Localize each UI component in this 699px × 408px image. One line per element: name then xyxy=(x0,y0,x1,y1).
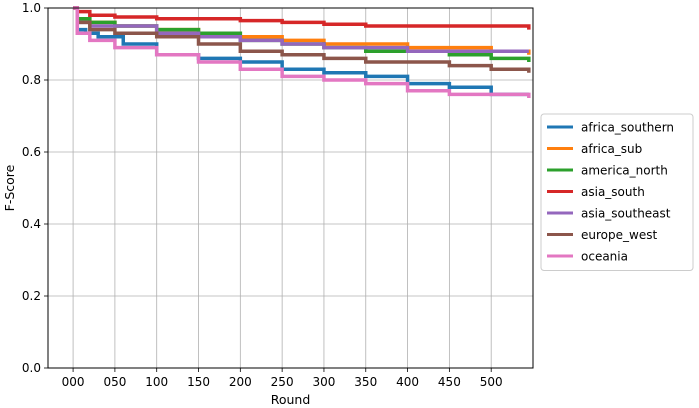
y-tick-label: 0.0 xyxy=(22,361,41,375)
legend-label: america_north xyxy=(581,164,668,178)
y-axis-label: F-Score xyxy=(2,164,17,211)
axis-ticks: 000 050 100 150 200 250 300 350 400 450 500 0.0 0.2 0… xyxy=(22,1,503,389)
x-tick-label: 450 xyxy=(438,375,461,389)
x-tick-label: 300 xyxy=(312,375,335,389)
legend-label: africa_sub xyxy=(581,142,642,156)
grid xyxy=(48,7,533,369)
legend-label: europe_west xyxy=(581,228,657,242)
legend-label: asia_southeast xyxy=(581,207,671,221)
y-tick-label: 0.8 xyxy=(22,73,41,87)
plot-area-frame xyxy=(47,7,534,369)
legend-label: oceania xyxy=(581,250,628,264)
series-line-europe-west xyxy=(73,6,531,73)
y-tick-label: 0.2 xyxy=(22,289,41,303)
legend-label: africa_southern xyxy=(581,121,674,135)
legend-label: asia_south xyxy=(581,185,645,199)
x-tick-label: 150 xyxy=(187,375,210,389)
x-tick-label: 400 xyxy=(396,375,419,389)
x-tick-label: 200 xyxy=(229,375,252,389)
x-tick-label: 050 xyxy=(103,375,126,389)
series-line-oceania xyxy=(73,6,531,98)
x-axis-label: Round xyxy=(271,392,311,407)
x-tick-label: 250 xyxy=(271,375,294,389)
legend-box xyxy=(540,113,694,271)
x-tick-label: 100 xyxy=(145,375,168,389)
x-tick-label: 000 xyxy=(62,375,85,389)
y-tick-label: 0.6 xyxy=(22,145,41,159)
y-tick-label: 0.4 xyxy=(22,217,41,231)
x-tick-label: 500 xyxy=(480,375,503,389)
x-tick-label: 350 xyxy=(354,375,377,389)
y-tick-label: 1.0 xyxy=(22,1,41,15)
series-lines xyxy=(73,6,531,98)
series-line-africa-southern xyxy=(73,6,529,97)
legend: africa_southern africa_sub america_northas… xyxy=(540,113,694,271)
series-line-asia-south xyxy=(73,6,531,30)
